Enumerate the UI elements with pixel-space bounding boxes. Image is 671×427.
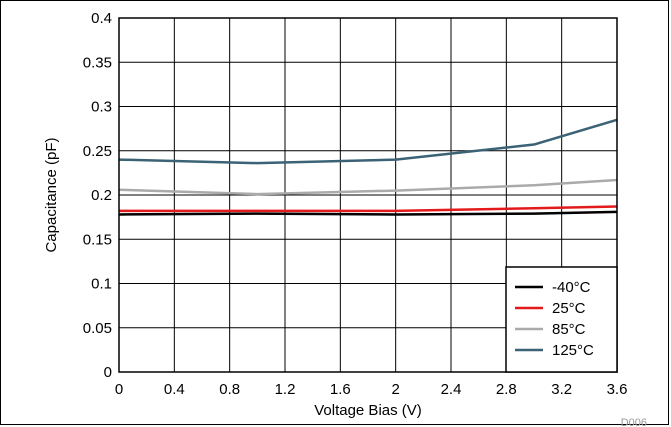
y-tick-label: 0 (104, 364, 112, 381)
legend: -40°C 25°C 85°C 125°C (505, 266, 618, 373)
series-line-1 (119, 205, 618, 213)
x-tick-label: 0.4 (164, 381, 185, 398)
legend-entry-label: 85°C (552, 321, 586, 338)
x-tick-labels: 0 0.4 0.8 1.2 1.6 2 2.4 2.8 3.2 3.6 (115, 381, 628, 398)
y-tick-label: 0.15 (83, 231, 112, 248)
y-tick-label: 0.2 (91, 187, 112, 204)
x-tick-label: 1.2 (275, 381, 296, 398)
y-tick-label: 0.1 (91, 276, 112, 293)
plot-area (118, 17, 618, 373)
series-line-3 (118, 118, 618, 165)
x-tick-label: 0.8 (219, 381, 240, 398)
legend-entry-label: 125°C (552, 342, 594, 359)
x-tick-label: 1.6 (330, 381, 351, 398)
x-tick-label: 0 (115, 381, 123, 398)
series-line-0 (118, 210, 618, 216)
x-tick-label: 2 (391, 381, 399, 398)
x-tick-label: 3.6 (607, 381, 628, 398)
y-tick-label: 0.4 (91, 10, 112, 27)
y-axis-label: Capacitance (pF) (43, 137, 60, 252)
y-tick-label: 0.25 (83, 143, 112, 160)
y-tick-labels: 0 0.05 0.1 0.15 0.2 0.25 0.3 0.35 0.4 (83, 10, 112, 381)
x-tick-label: 2.4 (441, 381, 462, 398)
x-tick-label: 2.8 (496, 381, 517, 398)
y-tick-label: 0.35 (83, 54, 112, 71)
legend-entry-label: -40°C (552, 279, 591, 296)
legend-box (505, 266, 618, 373)
legend-entry-label: 25°C (552, 300, 586, 317)
y-tick-label: 0.05 (83, 320, 112, 337)
x-tick-label: 3.2 (551, 381, 572, 398)
x-axis-label: Voltage Bias (V) (314, 402, 422, 419)
series-line-2 (118, 178, 618, 196)
figure-code: D006 (621, 417, 647, 427)
y-tick-label: 0.3 (91, 99, 112, 116)
series-lines (118, 118, 618, 216)
